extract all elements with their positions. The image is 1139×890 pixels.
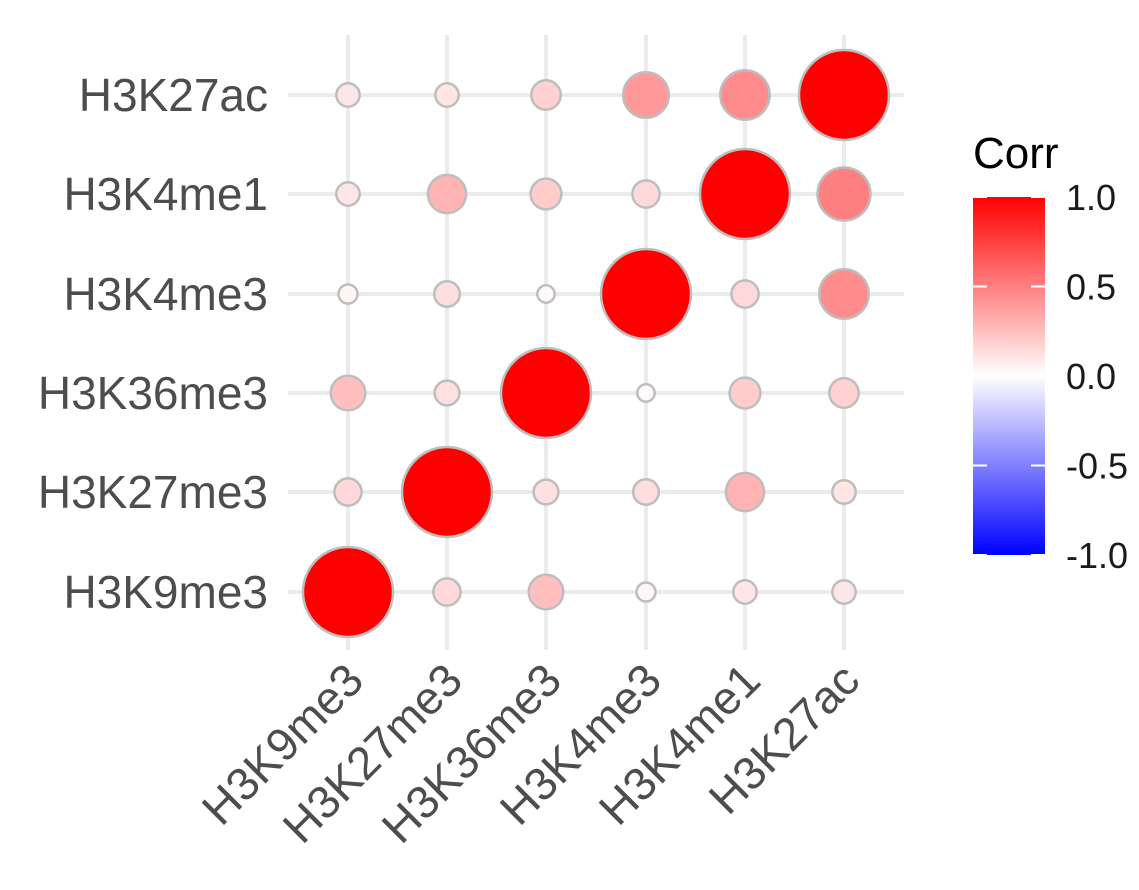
color-legend: Corr 1.0 0.5 0.0 -0.5 -1.0 <box>973 129 1128 576</box>
corr-dot-H3K4me1-H3K4me3 <box>631 179 661 209</box>
corr-dot-H3K27me3-H3K4me1 <box>724 471 766 513</box>
y-tick-label: H3K4me1 <box>63 168 268 220</box>
y-tick-label: H3K9me3 <box>63 566 268 618</box>
corr-dot-H3K27ac-H3K36me3 <box>530 79 562 111</box>
y-tick-label: H3K27ac <box>79 69 268 121</box>
corr-dot-H3K27me3-H3K27ac <box>831 479 857 505</box>
corr-dot-H3K4me1-H3K9me3 <box>335 181 361 207</box>
corr-dot-H3K27ac-H3K27ac <box>797 48 891 142</box>
corr-dot-H3K9me3-H3K4me1 <box>732 579 758 605</box>
corr-dot-H3K9me3-H3K27ac <box>831 579 857 605</box>
corr-dot-H3K4me3-H3K36me3 <box>536 284 556 304</box>
corr-dot-H3K36me3-H3K4me3 <box>636 383 656 403</box>
corr-dot-H3K27me3-H3K9me3 <box>333 477 363 507</box>
y-axis-tick-labels: H3K9me3 H3K27me3 H3K36me3 H3K4me3 H3K4me1 H3K… <box>38 69 268 618</box>
corr-dot-H3K27ac-H3K4me3 <box>621 70 671 120</box>
corr-dot-H3K36me3-H3K27ac <box>828 377 860 409</box>
corr-dot-H3K4me1-H3K27me3 <box>426 173 468 215</box>
corr-dot-H3K9me3-H3K4me3 <box>635 581 657 603</box>
corr-dot-H3K27me3-H3K4me3 <box>631 477 661 507</box>
corr-dot-H3K27ac-H3K4me1 <box>719 69 771 121</box>
corr-dot-H3K4me3-H3K4me1 <box>730 279 760 309</box>
y-tick-label: H3K36me3 <box>38 367 268 419</box>
corr-dot-H3K4me3-H3K27me3 <box>432 279 462 309</box>
corr-dot-H3K9me3-H3K9me3 <box>301 545 395 639</box>
corr-dot-H3K36me3-H3K27me3 <box>433 379 461 407</box>
corr-dot-H3K36me3-H3K9me3 <box>329 374 367 412</box>
corr-dot-H3K27ac-H3K27me3 <box>434 82 460 108</box>
corr-dot-H3K4me1-H3K27ac <box>816 166 872 222</box>
corr-dot-H3K27me3-H3K27me3 <box>400 445 494 539</box>
corr-dot-H3K27ac-H3K9me3 <box>335 82 361 108</box>
corr-dot-H3K4me1-H3K4me1 <box>698 147 792 241</box>
corr-dot-H3K36me3-H3K36me3 <box>499 346 593 440</box>
corr-dot-H3K27me3-H3K36me3 <box>532 478 560 506</box>
corr-dot-H3K4me3-H3K4me3 <box>599 247 693 341</box>
y-tick-label: H3K4me3 <box>63 268 268 320</box>
legend-tick-label: 0.0 <box>1066 356 1116 397</box>
legend-tick-label: 1.0 <box>1066 177 1116 218</box>
legend-title: Corr <box>973 129 1059 178</box>
corr-dot-H3K4me3-H3K27ac <box>818 268 870 320</box>
legend-tick-label: 0.5 <box>1066 267 1116 308</box>
x-axis-tick-labels: H3K9me3H3K27me3H3K36me3H3K4me3H3K4me1H3K… <box>192 653 869 853</box>
legend-ticks: 1.0 0.5 0.0 -0.5 -1.0 <box>973 177 1128 576</box>
y-tick-label: H3K27me3 <box>38 466 268 518</box>
legend-tick-label: -0.5 <box>1066 446 1128 487</box>
corr-dot-H3K4me1-H3K36me3 <box>529 177 563 211</box>
corr-dot-H3K4me3-H3K9me3 <box>337 283 359 305</box>
corr-dot-H3K9me3-H3K36me3 <box>527 573 565 611</box>
corr-dot-H3K9me3-H3K27me3 <box>432 577 462 607</box>
correlation-dots <box>301 48 891 639</box>
corr-dot-H3K36me3-H3K4me1 <box>728 376 762 410</box>
legend-tick-label: -1.0 <box>1066 535 1128 576</box>
